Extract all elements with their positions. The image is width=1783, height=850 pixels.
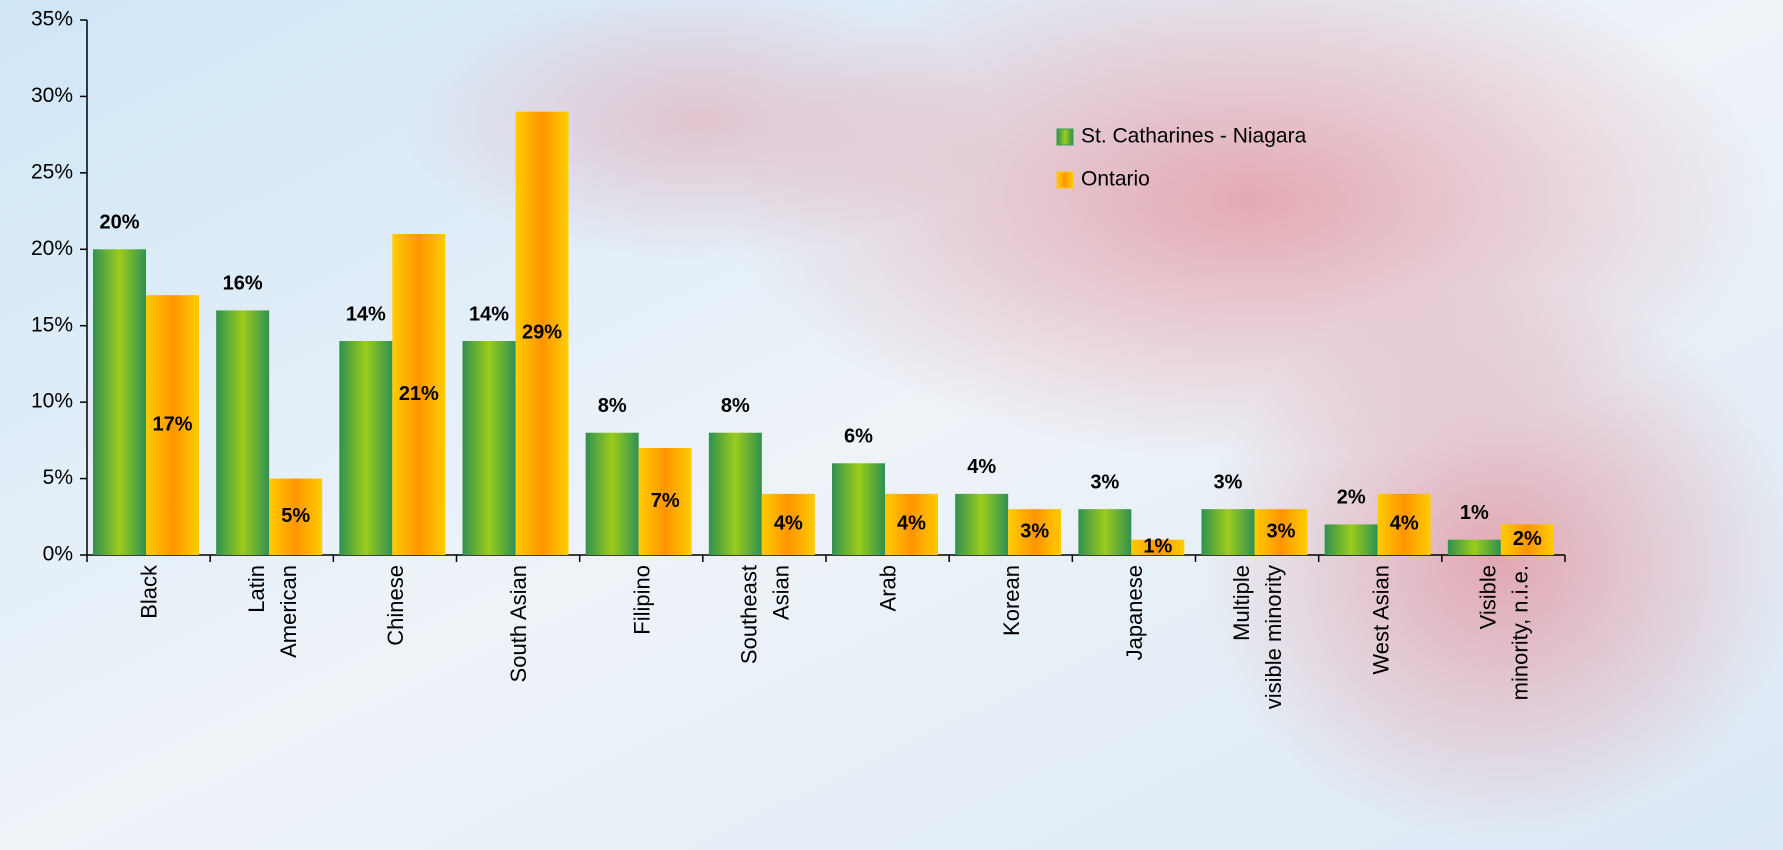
value-label: 2% bbox=[1513, 528, 1542, 550]
bar bbox=[1448, 540, 1501, 555]
x-tick-label: Chinese bbox=[383, 565, 408, 646]
value-label: 21% bbox=[399, 383, 439, 405]
bar bbox=[1325, 524, 1378, 555]
bar bbox=[955, 494, 1008, 555]
legend-marker bbox=[1057, 129, 1073, 145]
bar bbox=[586, 433, 639, 555]
value-label: 7% bbox=[651, 490, 680, 512]
value-label: 5% bbox=[281, 505, 310, 527]
value-label: 3% bbox=[1214, 471, 1243, 493]
value-label: 4% bbox=[897, 513, 926, 535]
value-label: 2% bbox=[1337, 487, 1366, 509]
y-tick-label: 10% bbox=[31, 390, 73, 413]
background-decor bbox=[1200, 280, 1783, 840]
y-tick-label: 5% bbox=[43, 466, 73, 489]
legend-label: St. Catharines - Niagara bbox=[1081, 125, 1307, 148]
y-tick-label: 15% bbox=[31, 313, 73, 336]
value-label: 4% bbox=[967, 456, 996, 478]
value-label: 29% bbox=[522, 322, 562, 344]
y-tick-label: 0% bbox=[43, 543, 73, 566]
bar bbox=[339, 341, 392, 555]
y-tick-label: 30% bbox=[31, 84, 73, 107]
bar bbox=[1202, 509, 1255, 555]
value-label: 3% bbox=[1020, 520, 1049, 542]
bar bbox=[1078, 509, 1131, 555]
value-label: 3% bbox=[1267, 520, 1296, 542]
page: 0%5%10%15%20%25%30%35%Black20%17%LatinAm… bbox=[0, 0, 1783, 850]
x-tick-label: South Asian bbox=[506, 565, 531, 682]
bar bbox=[709, 433, 762, 555]
y-tick-label: 20% bbox=[31, 237, 73, 260]
legend-marker bbox=[1057, 172, 1073, 188]
value-label: 1% bbox=[1143, 536, 1172, 558]
bar bbox=[832, 463, 885, 555]
value-label: 16% bbox=[223, 273, 263, 295]
y-tick-label: 25% bbox=[31, 160, 73, 183]
bar bbox=[216, 310, 269, 555]
value-label: 14% bbox=[346, 303, 386, 325]
value-label: 1% bbox=[1460, 502, 1489, 524]
x-tick-label: West Asian bbox=[1368, 565, 1393, 675]
x-tick-label: Korean bbox=[999, 565, 1024, 636]
bar bbox=[93, 249, 146, 555]
x-tick-label: Arab bbox=[876, 565, 901, 611]
y-tick-label: 35% bbox=[31, 8, 73, 31]
x-tick-label: Filipino bbox=[629, 565, 654, 635]
value-label: 6% bbox=[844, 426, 873, 448]
legend-label: Ontario bbox=[1081, 168, 1150, 191]
value-label: 8% bbox=[598, 395, 627, 417]
value-label: 17% bbox=[152, 413, 192, 435]
x-tick-label: Black bbox=[137, 564, 162, 619]
x-tick-label: Japanese bbox=[1122, 565, 1147, 660]
bar bbox=[463, 341, 516, 555]
value-label: 4% bbox=[1390, 513, 1419, 535]
value-label: 14% bbox=[469, 303, 509, 325]
value-label: 8% bbox=[721, 395, 750, 417]
value-label: 20% bbox=[99, 212, 139, 234]
value-label: 4% bbox=[774, 513, 803, 535]
value-label: 3% bbox=[1090, 471, 1119, 493]
chart: 0%5%10%15%20%25%30%35%Black20%17%LatinAm… bbox=[0, 0, 1783, 850]
